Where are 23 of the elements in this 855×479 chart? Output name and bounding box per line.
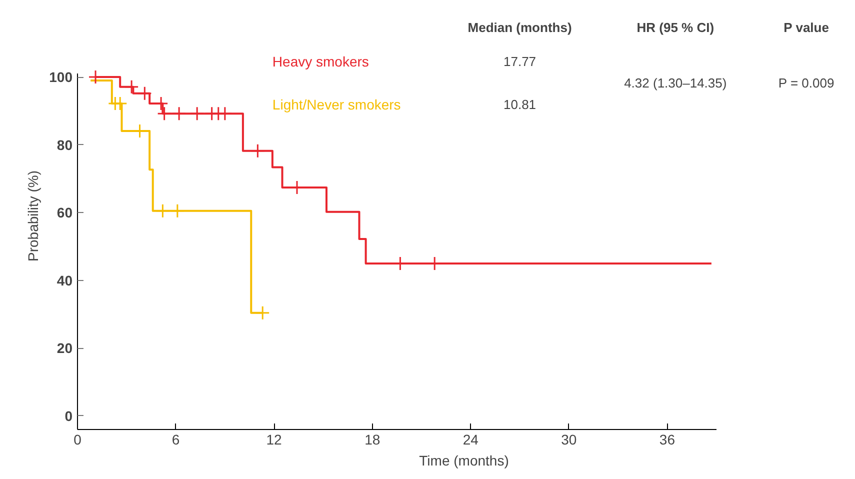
text: Light/Never smokers — [272, 96, 401, 113]
x-tick-label: 18 — [364, 432, 380, 448]
y-tick-label: 100 — [49, 69, 73, 86]
text: Median (months) — [468, 20, 572, 36]
y-tick-label: 60 — [56, 204, 73, 221]
y-tick-label: 40 — [56, 272, 73, 288]
x-tick-label: 24 — [462, 432, 479, 448]
text: 17.77 — [504, 54, 536, 69]
x-axis-title: Time (months) — [419, 452, 509, 468]
x-tick-label: 12 — [266, 432, 282, 448]
text: P value — [784, 20, 829, 36]
y-tick-label: 0 — [64, 408, 73, 424]
x-tick-label: 6 — [172, 432, 180, 448]
text: HR (95 % CI) — [636, 20, 714, 36]
annotation: 10.81 — [504, 97, 536, 112]
y-axis-title: Probability (%) — [25, 170, 42, 262]
x-tick-label: 30 — [561, 432, 577, 448]
annotation: 4.32 (1.30–14.35) — [624, 75, 727, 90]
y-tick-label: 20 — [56, 340, 73, 356]
x-tick-label: 36 — [659, 432, 676, 448]
text: Heavy smokers — [272, 53, 369, 70]
y-tick-label: 80 — [56, 136, 73, 153]
text: P = 0.009 — [778, 75, 834, 90]
